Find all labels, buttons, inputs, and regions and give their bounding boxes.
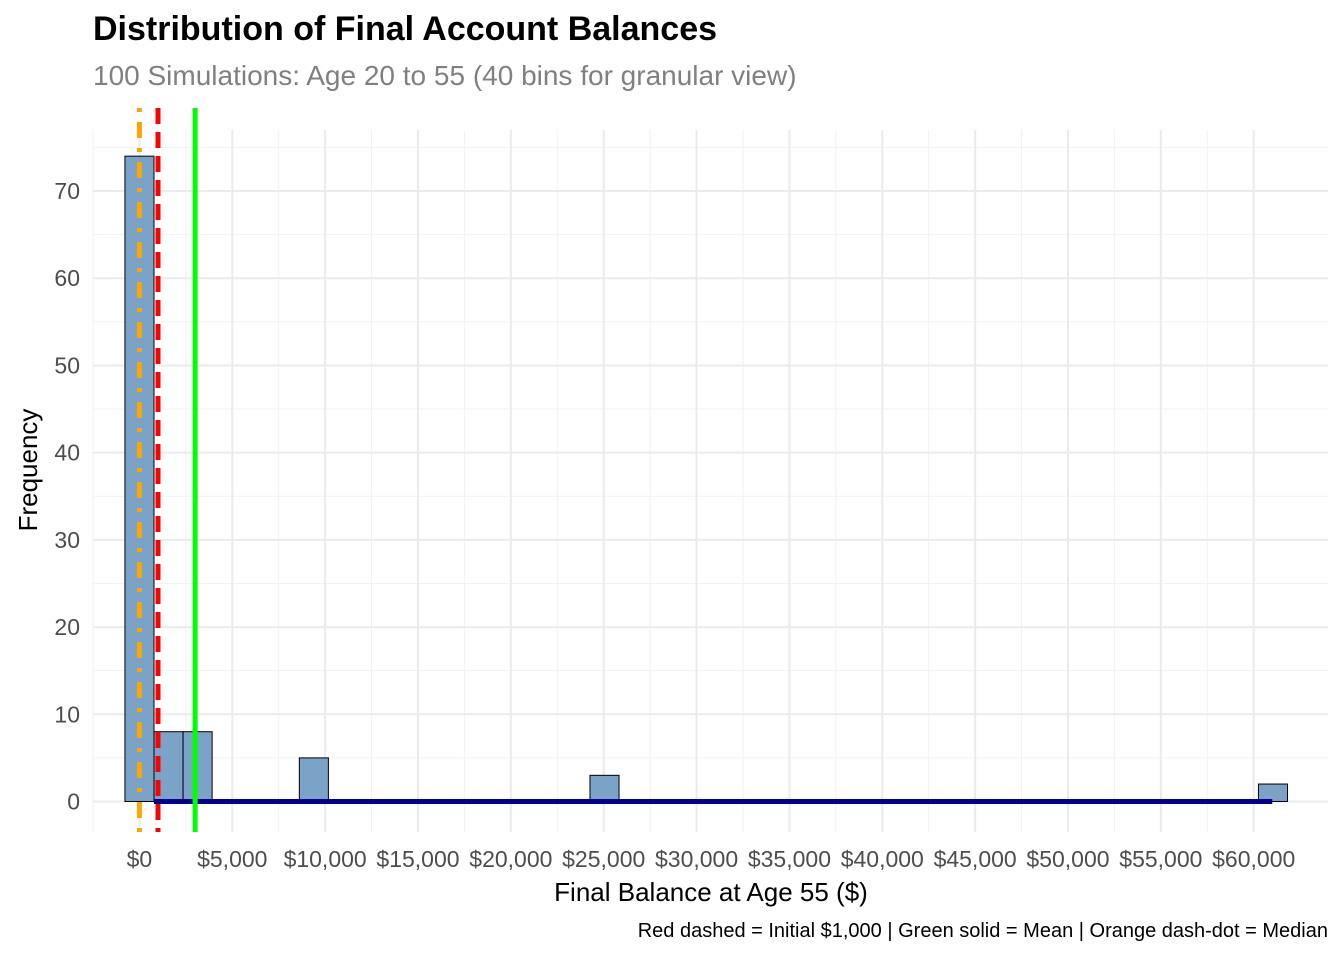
x-tick-label: $15,000	[376, 846, 459, 872]
x-tick-label: $5,000	[197, 846, 267, 872]
y-tick-label: 40	[54, 440, 80, 466]
y-tick-label: 10	[54, 701, 80, 727]
x-tick-label: $10,000	[284, 846, 367, 872]
x-tick-label: $50,000	[1026, 846, 1109, 872]
y-tick-label: 70	[54, 178, 80, 204]
x-axis-ticks: $0 $5,000 $10,000 $15,000 $20,000 $25,000 $30,…	[127, 846, 1296, 872]
y-tick-label: 20	[54, 614, 80, 640]
histogram-bars	[124, 155, 1289, 802]
x-tick-label: $30,000	[655, 846, 738, 872]
x-axis-title: Final Balance at Age 55 ($)	[554, 877, 868, 907]
x-tick-label: $60,000	[1212, 846, 1295, 872]
chart-subtitle: 100 Simulations: Age 20 to 55 (40 bins f…	[93, 60, 797, 91]
histogram-bar	[298, 757, 329, 802]
x-tick-label: $25,000	[562, 846, 645, 872]
x-tick-label: $45,000	[934, 846, 1017, 872]
y-tick-label: 0	[67, 788, 80, 814]
y-tick-label: 60	[54, 265, 80, 291]
grid-lines	[92, 130, 1328, 832]
y-tick-label: 30	[54, 527, 80, 553]
y-axis-ticks: 0 10 20 30 40 50 60 70	[54, 178, 80, 814]
chart-caption: Red dashed = Initial $1,000 | Green soli…	[637, 920, 1328, 942]
x-tick-label: $0	[127, 846, 153, 872]
x-tick-label: $40,000	[841, 846, 924, 872]
y-axis-title: Frequency	[13, 409, 43, 532]
y-tick-label: 50	[54, 352, 80, 378]
histogram-bar	[1257, 783, 1289, 802]
x-tick-label: $20,000	[469, 846, 552, 872]
x-tick-label: $55,000	[1119, 846, 1202, 872]
reference-lines	[136, 108, 198, 832]
chart-title: Distribution of Final Account Balances	[93, 10, 718, 48]
histogram-bar	[589, 774, 620, 802]
x-tick-label: $35,000	[748, 846, 831, 872]
